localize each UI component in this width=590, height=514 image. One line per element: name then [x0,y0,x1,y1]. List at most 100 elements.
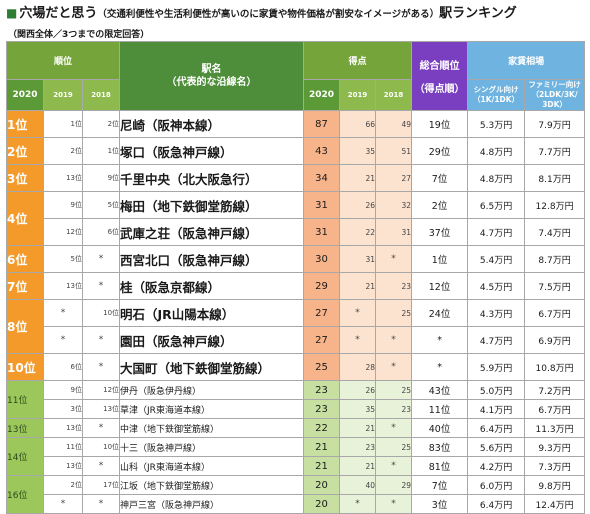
score-2020: 27 [303,326,341,354]
score-2018: 49 [375,110,413,138]
rank-2018: 1位 [81,137,121,165]
overall-rank: 29位 [411,137,469,165]
rank-2020: 7位 [6,272,44,300]
score-2018: * [375,418,413,438]
score-2018: 27 [375,164,413,192]
score-2018: 31 [375,218,413,246]
score-2019: 21 [339,456,377,476]
overall-rank: 2位 [411,191,469,219]
score-2019: 35 [339,399,377,419]
rank-2019: * [43,326,83,354]
rank-2019: 13位 [43,418,83,438]
rank-2020: 13位 [6,418,44,438]
score-2019: 22 [339,218,377,246]
title-main: 穴場だと思う [19,6,98,21]
overall-rank: 7位 [411,164,469,192]
score-2018: 51 [375,137,413,165]
table-row: 6位 5位 * 西宮北口（阪急神戸線） 30 31 * 1位 5.4万円 8.7万円 [6,245,586,273]
rank-2019: 13位 [43,456,83,476]
score-2018: 23 [375,272,413,300]
rank-2019: 2位 [43,137,83,165]
single-rent: 4.8万円 [467,137,526,165]
score-2018: 25 [375,380,413,400]
rank-2018: 5位 [81,191,121,219]
overall-rank-header: 総合順位 （得点順） [411,41,469,111]
single-rent: 6.4万円 [467,418,526,438]
score-2018: * [375,353,413,381]
score-2018: 32 [375,191,413,219]
overall-rank: 3位 [411,494,469,514]
table-row: 8位 * 10位 明石（JR山陽本線） 27 * 25 24位 4.3万円 6.7万円 [6,299,586,354]
score-2018: * [375,456,413,476]
family-rent: 7.5万円 [524,272,586,300]
score-2019: 26 [339,380,377,400]
rank-2020: 11位 [6,380,44,419]
rank-2019: * [43,299,83,327]
score-2018: * [375,326,413,354]
score-2019: 26 [339,191,377,219]
rank-2019: 13位 [43,164,83,192]
rank-2018: * [81,456,121,476]
score-2020: 27 [303,299,341,327]
rank-2018: 10位 [81,437,121,457]
rank-2020-header: 2020 [6,79,44,111]
score-header: 得点 [303,41,413,80]
rank-2019: 1位 [43,110,83,138]
rank-2018: * [81,245,121,273]
table-row: 13位 13位 * 中津（地下鉄御堂筋線） 22 21 * 40位 6.4万円 11.3万円 [6,418,586,438]
family-rent: 7.2万円 [524,380,586,400]
family-rent: 7.4万円 [524,218,586,246]
score-2020: 43 [303,137,341,165]
score-2020-header: 2020 [303,79,341,111]
score-2019: 21 [339,164,377,192]
ranking-table: 順位 駅名 （代表的な沿線名） 得点 総合順位 （得点順） 家賃相場 2020 20… [5,41,586,514]
rank-2019: 6位 [43,353,83,381]
overall-rank: 7位 [411,475,469,495]
rank-2020: 1位 [6,110,44,138]
station-name: 大国町（地下鉄御堂筋線） [119,353,305,381]
score-2019: 66 [339,110,377,138]
table-row: 3位 13位 9位 千里中央（北大阪急行） 34 21 27 7位 4.8万円 8.1万円 [6,164,586,192]
score-2020: 20 [303,475,341,495]
family-rent: 6.7万円 [524,399,586,419]
overall-rank: 83位 [411,437,469,457]
page-subtitle: （関西全体／3つまでの限定回答） [8,30,150,40]
station-name: 梅田（地下鉄御堂筋線） [119,191,305,219]
table-row: * * 園田（阪急神戸線） 27 * * * 4.7万円 6.9万円 [7,326,586,354]
single-rent: 4.7万円 [467,326,526,354]
single-rent: 6.0万円 [467,475,526,495]
score-2020: 22 [303,418,341,438]
rank-2020: 3位 [6,164,44,192]
overall-rank: 1位 [411,245,469,273]
single-rent: 5.9万円 [467,353,526,381]
rank-2018: 10位 [81,299,121,327]
station-name: 桂（阪急京都線） [119,272,305,300]
single-rent: 4.8万円 [467,164,526,192]
table-row: 7位 13位 * 桂（阪急京都線） 29 21 23 12位 4.5万円 7.5万円 [6,272,586,300]
family-rent: 7.7万円 [524,137,586,165]
title-note: （交通利便性や生活利便性が高いのに家賃や物件価格が割安なイメージがある） [97,9,440,20]
family-rent: 12.4万円 [524,494,586,514]
single-rent: 4.2万円 [467,456,526,476]
rank-2019: 12位 [43,218,83,246]
score-2019: * [339,326,377,354]
station-name: 西宮北口（阪急神戸線） [119,245,305,273]
single-rent: 5.3万円 [467,110,526,138]
score-2018-header: 2018 [375,79,413,111]
score-2020: 29 [303,272,341,300]
station-name: 十三（阪急神戸線） [119,437,305,457]
score-2018: 25 [375,299,413,327]
rank-2020: 16位 [6,475,44,514]
overall-rank: 37位 [411,218,469,246]
family-rent: 8.7万円 [524,245,586,273]
family-rent: 6.7万円 [524,299,586,327]
overall-rank: 81位 [411,456,469,476]
single-rent: 6.5万円 [467,191,526,219]
overall-rank: 19位 [411,110,469,138]
station-name: 伊丹（阪急伊丹線） [119,380,305,400]
rank-2019: 11位 [43,437,83,457]
rank-2019: 5位 [43,245,83,273]
family-rent: 12.8万円 [524,191,586,219]
rank-2019: * [43,494,83,514]
single-rent: 5.6万円 [467,437,526,457]
